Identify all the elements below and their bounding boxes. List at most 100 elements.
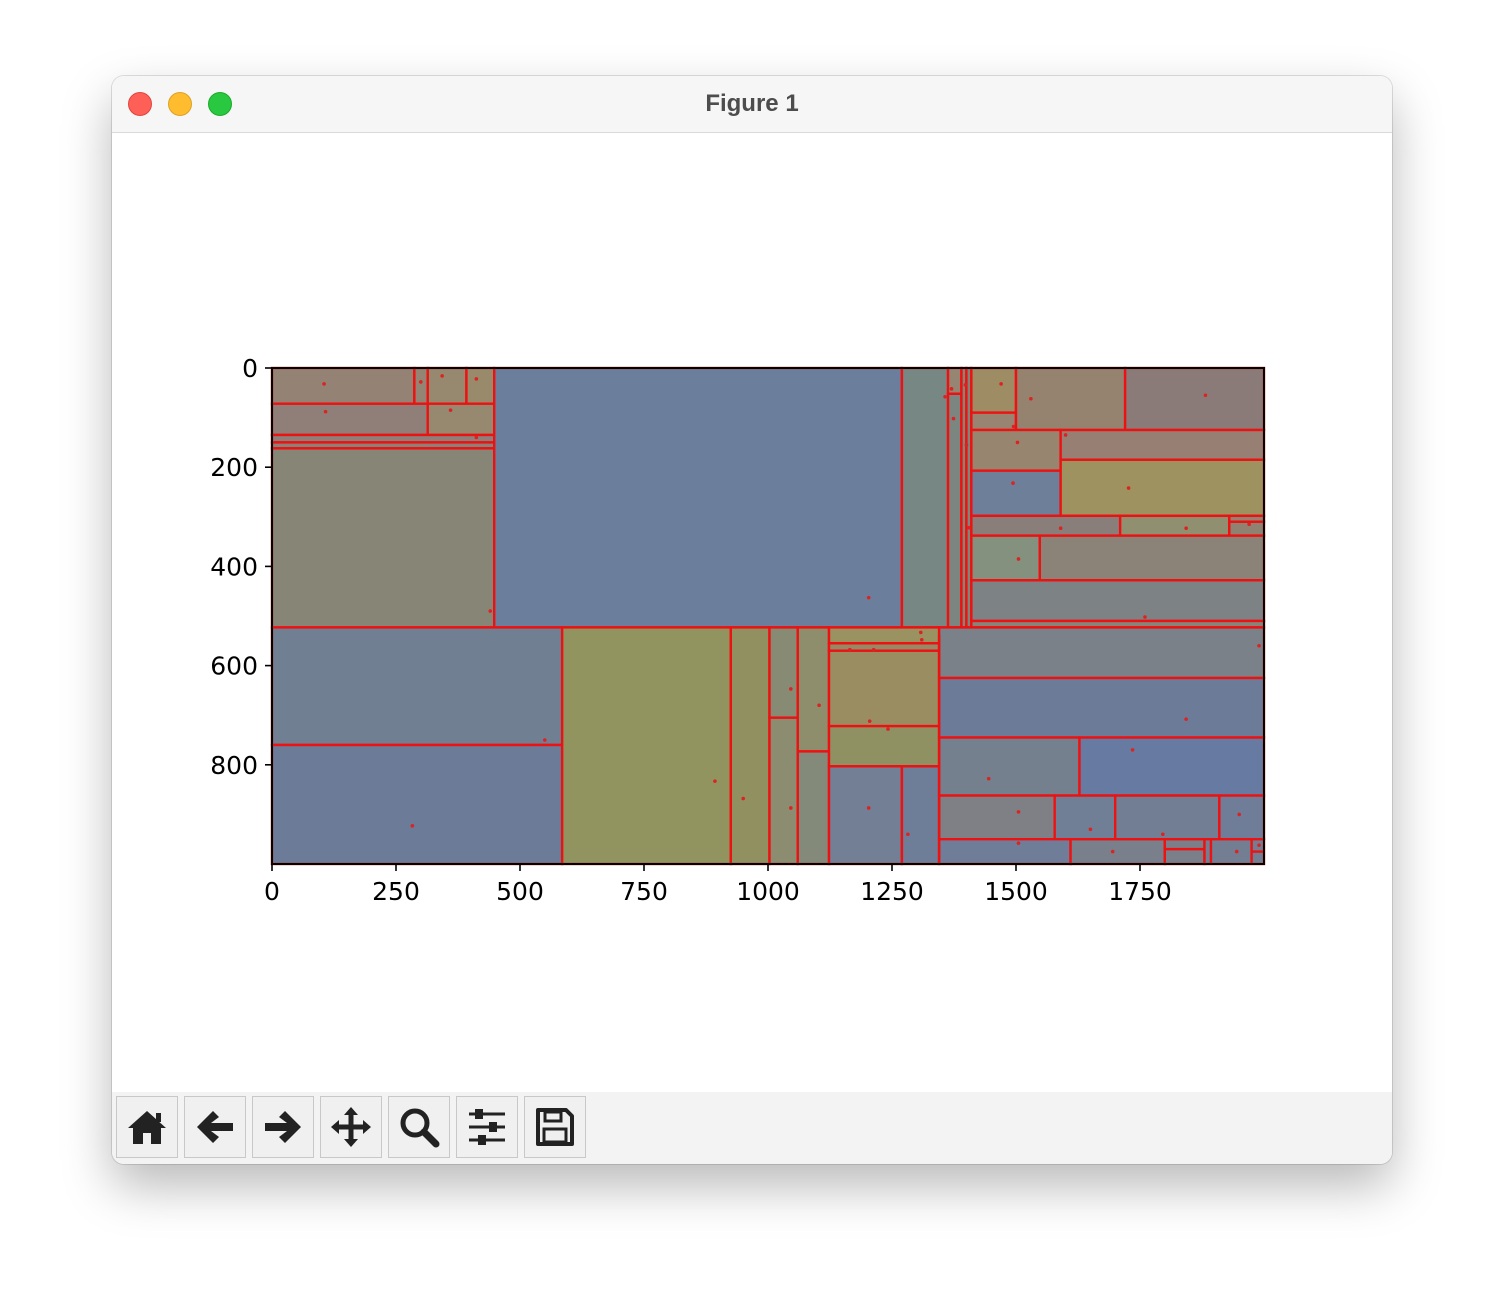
sample-point-43 — [789, 806, 793, 810]
sample-point-41 — [713, 779, 717, 783]
zoom-button[interactable] — [388, 1096, 450, 1158]
y-tick-label-4: 800 — [210, 751, 258, 780]
sample-point-24 — [1184, 526, 1188, 531]
treemap-cell-48 — [1078, 736, 1266, 797]
sample-point-13 — [967, 525, 971, 530]
treemap-cell-47 — [937, 736, 1081, 797]
treemap-cell-37 — [796, 626, 831, 753]
x-tick-label-3: 750 — [620, 877, 668, 906]
sample-point-25 — [1247, 522, 1251, 527]
sample-point-34 — [817, 703, 821, 708]
sample-point-2 — [419, 380, 423, 384]
home-button[interactable] — [116, 1096, 178, 1158]
sample-point-16 — [1029, 396, 1033, 401]
sample-point-45 — [906, 832, 910, 837]
treemap-cell-2 — [426, 366, 468, 405]
sample-point-32 — [871, 647, 876, 652]
figure-canvas[interactable]: 0 250 500 750 1000 1250 1500 1750 0 200 400 600 800 — [112, 133, 1392, 1092]
sample-point-14 — [964, 443, 969, 447]
treemap-cell-50 — [1053, 794, 1117, 841]
treemap-cell-44 — [900, 765, 941, 866]
sample-point-33 — [789, 687, 793, 691]
sample-point-50 — [410, 824, 415, 828]
sample-point-49 — [1237, 812, 1241, 817]
x-tick-label-6: 1500 — [984, 877, 1048, 906]
treemap-cell-5 — [426, 402, 496, 437]
sample-point-29 — [918, 630, 923, 635]
sample-point-53 — [1234, 849, 1239, 854]
sample-point-36 — [886, 727, 890, 731]
sliders-icon — [469, 1109, 505, 1145]
treemap-cell-3 — [465, 366, 496, 405]
treemap-cell-1 — [413, 366, 429, 405]
pan-button[interactable] — [320, 1096, 382, 1158]
sample-point-37 — [1184, 717, 1188, 721]
y-tick-label-2: 400 — [210, 552, 258, 581]
x-tick-label-1: 250 — [372, 877, 420, 906]
treemap-cell-42 — [827, 724, 941, 768]
treemap-cell-38 — [796, 750, 831, 866]
sample-point-0 — [322, 382, 326, 386]
y-tick-label-3: 600 — [210, 652, 258, 681]
treemap-cell-32 — [270, 743, 564, 866]
treemap-cell-22 — [1059, 458, 1266, 518]
treemap-cell-49 — [937, 794, 1056, 841]
save-button[interactable] — [524, 1096, 586, 1158]
sample-point-54 — [1257, 843, 1261, 847]
treemap-cell-36 — [768, 716, 799, 866]
figure-window: Figure 1 0 250 500 750 1000 1250 1500 1750 0 200 4… — [112, 76, 1392, 1164]
treemap-cell-23 — [970, 514, 1122, 537]
treemap-cell-52 — [1218, 794, 1266, 841]
title-bar: Figure 1 — [112, 76, 1392, 133]
treemap-cell-11 — [946, 366, 963, 395]
treemap-cell-53 — [937, 838, 1072, 866]
sample-point-44 — [866, 806, 871, 810]
arrow-right-icon — [265, 1111, 301, 1143]
treemap-cell-27 — [970, 534, 1042, 582]
maximize-window-button[interactable] — [208, 92, 232, 116]
sample-point-30 — [919, 638, 924, 642]
sample-point-31 — [848, 647, 852, 652]
treemap-cell-33 — [560, 626, 733, 866]
treemap-chart[interactable]: 0 250 500 750 1000 1250 1500 1750 0 200 400 600 800 — [112, 133, 1392, 1092]
sample-point-51 — [1016, 841, 1021, 845]
arrow-left-icon — [197, 1111, 233, 1143]
sample-point-35 — [867, 719, 872, 723]
sample-point-21 — [1126, 486, 1131, 490]
sample-point-4 — [474, 377, 479, 381]
sample-point-6 — [474, 435, 479, 440]
treemap-cell-54 — [1069, 838, 1166, 866]
sample-point-46 — [1016, 810, 1021, 814]
move-icon — [331, 1107, 371, 1147]
treemap-cell-15 — [970, 366, 1018, 414]
y-tick-label-1: 200 — [210, 453, 258, 482]
close-window-button[interactable] — [128, 92, 152, 116]
sample-point-5 — [448, 408, 453, 412]
sample-point-19 — [1063, 433, 1068, 437]
sample-point-10 — [949, 387, 954, 391]
treemap-cell-31 — [270, 626, 564, 747]
sample-point-26 — [1016, 557, 1021, 561]
sample-point-8 — [866, 595, 871, 600]
sample-point-9 — [943, 394, 947, 399]
sample-point-39 — [1130, 748, 1135, 752]
treemap-cell-21 — [970, 469, 1062, 518]
floppy-disk-icon — [536, 1108, 574, 1146]
forward-button[interactable] — [252, 1096, 314, 1158]
treemap-cell-10 — [900, 366, 950, 629]
x-tick-label-2: 500 — [496, 877, 544, 906]
magnifier-icon — [400, 1108, 440, 1148]
treemap-cell-34 — [729, 626, 771, 866]
back-button[interactable] — [184, 1096, 246, 1158]
configure-subplots-button[interactable] — [456, 1096, 518, 1158]
sample-point-40 — [986, 776, 991, 781]
sample-point-38 — [543, 738, 547, 742]
sample-point-20 — [1011, 481, 1015, 485]
treemap-cell-46 — [937, 676, 1266, 739]
x-tick-label-4: 1000 — [736, 877, 800, 906]
sample-point-52 — [1110, 849, 1115, 854]
y-tick-label-0: 0 — [242, 354, 258, 383]
sample-point-27 — [1143, 615, 1147, 619]
treemap-cell-35 — [768, 626, 799, 719]
minimize-window-button[interactable] — [168, 92, 192, 116]
